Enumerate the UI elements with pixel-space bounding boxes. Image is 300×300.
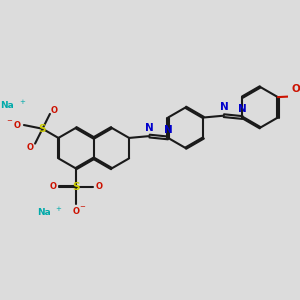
Text: N: N [145, 123, 154, 133]
Text: N: N [220, 102, 228, 112]
Text: O: O [27, 143, 34, 152]
Text: Na: Na [0, 101, 14, 110]
Text: N: N [238, 104, 247, 114]
Text: −: − [6, 118, 12, 124]
Text: O: O [73, 207, 80, 216]
Text: Na: Na [37, 208, 50, 217]
Text: +: + [19, 99, 25, 105]
Text: S: S [39, 124, 46, 134]
Text: +: + [56, 206, 62, 212]
Text: O: O [96, 182, 103, 190]
Text: S: S [72, 182, 80, 192]
Text: O: O [50, 182, 56, 190]
Text: N: N [164, 124, 172, 135]
Text: O: O [292, 84, 300, 94]
Text: O: O [14, 121, 21, 130]
Text: O: O [51, 106, 58, 115]
Text: −: − [80, 204, 85, 210]
